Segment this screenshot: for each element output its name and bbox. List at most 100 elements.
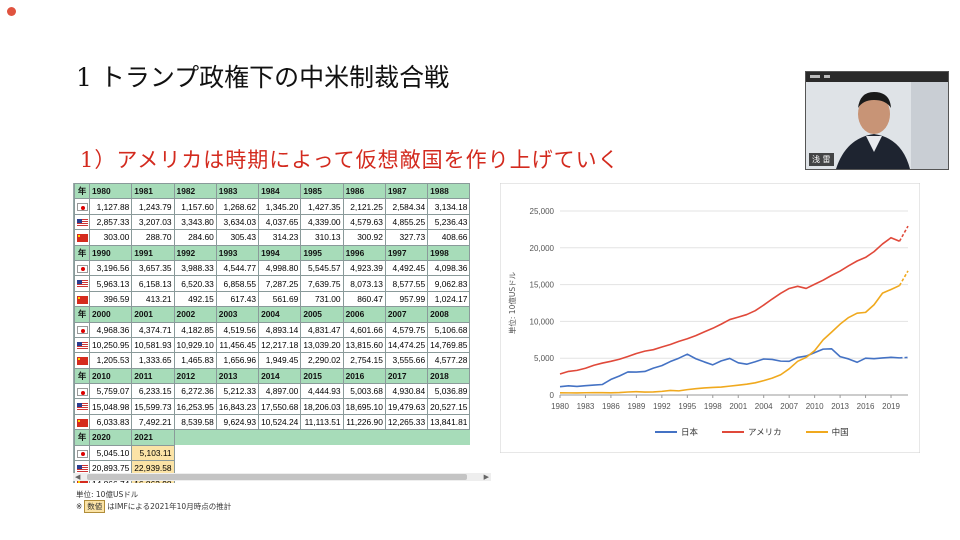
year-cell: 2015 bbox=[300, 367, 344, 385]
table-row: 303.00 288.70 284.60 305.43 314.23 310.13 300.… bbox=[74, 229, 471, 246]
japan-flag-icon bbox=[76, 264, 88, 273]
year-cell: 1988 bbox=[427, 183, 471, 200]
gdp-value-cell: 617.43 bbox=[215, 290, 260, 308]
year-header-cell: 年 bbox=[74, 306, 90, 323]
presenter-video[interactable]: 浅 雷 bbox=[805, 71, 949, 170]
gdp-line-chart: 0 5,000 10,000 15,000 20,000 25,000 1980 1983 19… bbox=[500, 183, 920, 453]
empty-cell bbox=[174, 460, 217, 476]
empty-cell bbox=[216, 445, 259, 461]
year-cell: 2011 bbox=[131, 367, 175, 385]
gdp-value-cell: 4,579.75 bbox=[384, 321, 429, 338]
gdp-value-cell: 18,206.03 bbox=[300, 398, 344, 415]
empty-cell bbox=[300, 460, 344, 476]
x-tick-label: 1983 bbox=[577, 402, 595, 411]
gdp-value-cell: 3,196.56 bbox=[88, 259, 133, 277]
scrollbar-thumb[interactable] bbox=[87, 474, 467, 480]
year-header-cell: 年 bbox=[74, 244, 90, 261]
table-row: 15,048.98 15,599.73 16,253.95 16,843.23 17,5… bbox=[74, 398, 471, 415]
gdp-value-cell: 6,233.15 bbox=[131, 383, 175, 400]
year-cell: 1997 bbox=[384, 244, 429, 261]
empty-cell bbox=[258, 445, 301, 461]
gdp-value-cell: 957.99 bbox=[384, 290, 429, 308]
legend-swatch bbox=[805, 431, 828, 433]
year-cell: 2016 bbox=[342, 367, 386, 385]
year-cell: 2007 bbox=[384, 306, 429, 323]
legend-item: 中国 bbox=[805, 426, 849, 438]
scroll-right-icon[interactable]: ▶ bbox=[483, 473, 489, 481]
china-flag-icon bbox=[76, 418, 88, 427]
year-cell: 2006 bbox=[342, 306, 386, 323]
year-cell: 2002 bbox=[173, 306, 217, 323]
estimate-note: ※ 数値 はIMFによる2021年10月時点の推計 bbox=[76, 500, 231, 513]
x-tick-label: 2010 bbox=[806, 402, 824, 411]
legend-label: 日本 bbox=[681, 428, 699, 438]
gdp-value-cell: 16,843.23 bbox=[215, 398, 260, 415]
gdp-value-cell: 8,539.58 bbox=[173, 413, 217, 431]
year-cell: 1984 bbox=[258, 183, 302, 200]
table-row: 1,127.88 1,243.79 1,157.60 1,268.62 1,345.20… bbox=[74, 198, 471, 215]
gdp-value-cell: 6,520.33 bbox=[173, 275, 217, 292]
gdp-table-container: 年 1980 1981 1982 1983 1984 1985 1986 1987 1988 1,1… bbox=[73, 183, 492, 483]
flag-cell bbox=[74, 352, 90, 369]
table-row: 4,968.36 4,374.71 4,182.85 4,519.56 4,893.14… bbox=[74, 321, 471, 338]
empty-cell bbox=[258, 429, 301, 446]
y-tick-label: 10,000 bbox=[530, 317, 555, 326]
year-row: 年 1990 1991 1992 1993 1994 1995 1996 1997 1998 bbox=[74, 244, 471, 261]
series-line-アメリカ bbox=[559, 236, 900, 375]
estimate-note-text: はIMFによる2021年10月時点の推計 bbox=[107, 502, 232, 511]
gdp-value-cell: 7,287.25 bbox=[258, 275, 302, 292]
year-cell: 1982 bbox=[173, 183, 217, 200]
flag-cell bbox=[74, 259, 90, 277]
flag-cell bbox=[74, 198, 90, 215]
chart-legend: 日本 アメリカ 中国 bbox=[655, 426, 849, 438]
gdp-value-cell: 15,599.73 bbox=[131, 398, 175, 415]
gdp-value-cell: 14,474.25 bbox=[384, 336, 429, 354]
year-cell: 2001 bbox=[131, 306, 175, 323]
series-line-日本 bbox=[559, 348, 900, 388]
gdp-value-cell: 6,033.83 bbox=[88, 413, 133, 431]
x-tick-label: 1992 bbox=[653, 402, 671, 411]
japan-flag-icon bbox=[76, 449, 88, 458]
empty-cell bbox=[427, 445, 470, 461]
year-cell: 2021 bbox=[131, 429, 175, 446]
gdp-value-cell: 13,841.81 bbox=[427, 413, 471, 431]
estimate-note-prefix: ※ bbox=[76, 502, 83, 511]
x-tick-label: 2013 bbox=[831, 402, 849, 411]
gdp-value-cell: 5,759.07 bbox=[88, 383, 133, 400]
y-tick-label: 5,000 bbox=[534, 354, 555, 363]
gdp-value-cell: 4,893.14 bbox=[258, 321, 302, 338]
gdp-value-cell: 2,754.15 bbox=[342, 352, 386, 369]
y-tick-label: 20,000 bbox=[530, 244, 555, 253]
x-tick-label: 2004 bbox=[755, 402, 773, 411]
table-row: 1,205.53 1,333.65 1,465.83 1,656.96 1,949.45… bbox=[74, 352, 471, 369]
flag-cell bbox=[74, 275, 90, 292]
year-cell: 2005 bbox=[300, 306, 344, 323]
gdp-value-cell: 9,062.83 bbox=[427, 275, 471, 292]
gdp-value-cell: 7,492.21 bbox=[131, 413, 175, 431]
x-tick-label: 2001 bbox=[729, 402, 747, 411]
gdp-value-cell: 5,103.11 bbox=[131, 444, 175, 462]
participant-name-label: 浅 雷 bbox=[809, 153, 834, 166]
gdp-value-cell: 10,581.93 bbox=[131, 336, 175, 354]
legend-item: アメリカ bbox=[722, 426, 782, 438]
empty-cell bbox=[300, 445, 344, 461]
flag-cell bbox=[74, 398, 90, 415]
empty-cell bbox=[258, 460, 301, 476]
table-row: 10,250.95 10,581.93 10,929.10 11,456.45 12,2… bbox=[74, 336, 471, 354]
table-row: 2,857.33 3,207.03 3,343.80 3,634.03 4,037.65… bbox=[74, 213, 471, 231]
year-cell: 1991 bbox=[131, 244, 175, 261]
year-cell: 1980 bbox=[88, 183, 133, 200]
scroll-left-icon[interactable]: ◀ bbox=[75, 473, 81, 481]
table-horizontal-scrollbar[interactable]: ◀ ▶ bbox=[73, 473, 491, 481]
gdp-value-cell: 5,036.89 bbox=[427, 383, 471, 400]
gdp-value-cell: 288.70 bbox=[131, 229, 175, 246]
series-estimate-line-アメリカ bbox=[898, 225, 909, 242]
year-cell: 2000 bbox=[88, 306, 133, 323]
slide-title: 1 トランプ政権下の中米制裁合戦 bbox=[76, 63, 450, 92]
year-cell: 2012 bbox=[173, 367, 217, 385]
flag-cell bbox=[74, 336, 90, 354]
gdp-value-cell: 1,345.20 bbox=[258, 198, 302, 215]
gdp-value-cell: 5,003.68 bbox=[342, 383, 386, 400]
gdp-value-cell: 860.47 bbox=[342, 290, 386, 308]
gdp-value-cell: 15,048.98 bbox=[88, 398, 133, 415]
